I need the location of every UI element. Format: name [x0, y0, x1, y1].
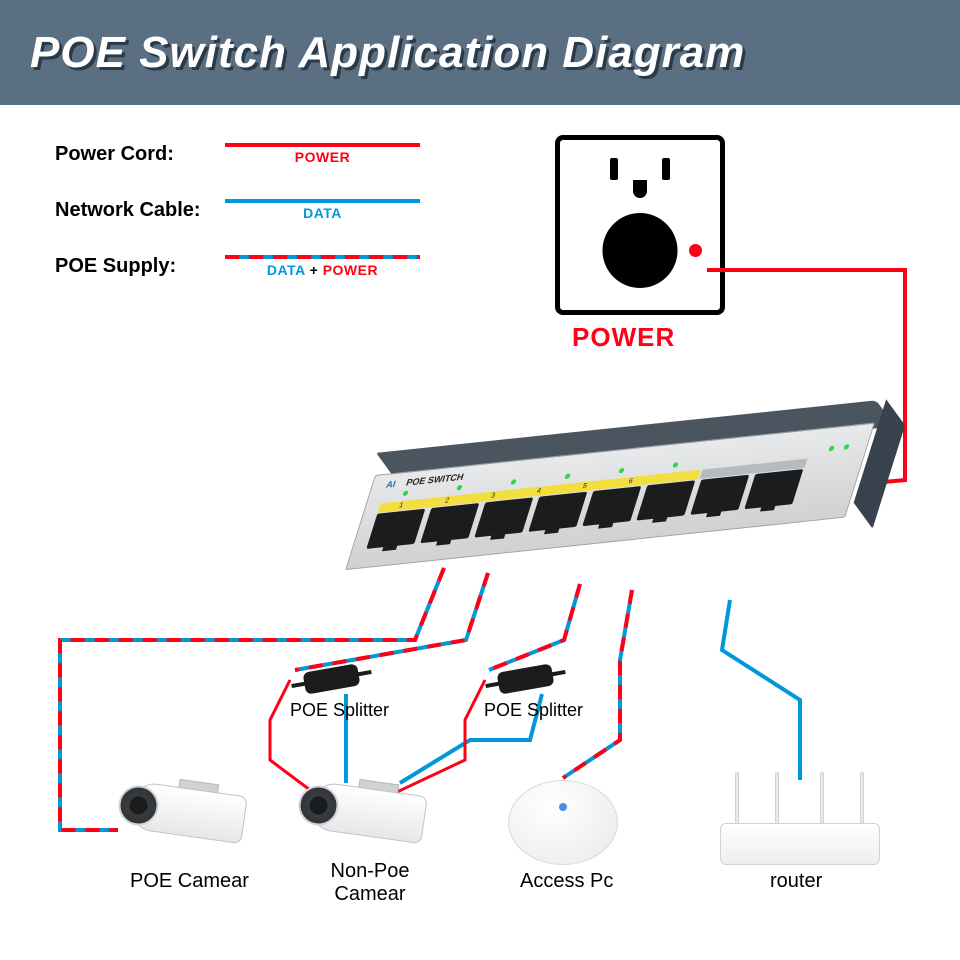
outlet-plug: [603, 213, 678, 288]
splitter-label: POE Splitter: [290, 700, 389, 721]
router-antenna: [820, 772, 824, 827]
legend-line-text-combo: DATA + POWER: [267, 262, 378, 278]
legend-label: Power Cord:: [55, 143, 225, 166]
access-point-icon: [508, 780, 618, 865]
legend-row-power: Power Cord: POWER: [55, 140, 420, 168]
ethernet-port: [582, 486, 641, 526]
pwr-cable-splitter2: [380, 680, 485, 800]
header-bar: POE Switch Application Diagram: [0, 0, 960, 105]
device-label: POE Camear: [130, 870, 249, 893]
device-label: router: [770, 870, 822, 893]
router-antenna: [775, 772, 779, 827]
router-icon: [720, 780, 880, 865]
legend-stroke: [225, 143, 420, 147]
poe-splitter-icon: [497, 663, 555, 694]
outlet-cable-dot: [689, 244, 702, 257]
legend-row-data: Network Cable: DATA: [55, 196, 420, 224]
legend-line-text: POWER: [295, 149, 350, 165]
led-icon: [402, 490, 409, 496]
splitter-label: POE Splitter: [484, 700, 583, 721]
ethernet-port: [366, 509, 425, 549]
poe-cable-4-dash: [563, 590, 632, 778]
outlet-slot: [662, 158, 670, 180]
data-cable-router: [722, 600, 800, 780]
ap-led: [559, 803, 567, 811]
router-antenna: [860, 772, 864, 827]
ethernet-port: [528, 492, 587, 532]
legend-line-data: DATA: [225, 196, 420, 224]
power-outlet-icon: [555, 135, 725, 315]
device-label: Non-Poe Camear: [320, 860, 420, 906]
led-icon: [843, 444, 850, 450]
switch-title: POE SWITCH: [405, 472, 465, 488]
router-body: [720, 823, 880, 865]
poe-cable-4-base: [563, 590, 632, 778]
poe-camera-icon: [116, 771, 254, 853]
ethernet-port: [474, 497, 533, 537]
ethernet-port: [636, 480, 695, 520]
led-icon: [456, 485, 463, 491]
legend-stroke-dashed: [225, 254, 420, 260]
legend-line-poe: DATA + POWER: [225, 252, 420, 280]
page-title: POE Switch Application Diagram: [30, 28, 745, 78]
outlet-ground: [633, 180, 647, 198]
outlet-label: POWER: [572, 322, 675, 353]
legend-label: Network Cable:: [55, 199, 225, 222]
poe-cable-3-dash: [489, 584, 580, 670]
poe-switch-device: AI POE SWITCH 1 2 3 4 5 6: [341, 421, 885, 583]
legend-stroke: [225, 199, 420, 203]
legend-line-power: POWER: [225, 140, 420, 168]
ethernet-port: [690, 475, 749, 515]
poe-cable-2-base: [295, 573, 488, 670]
outlet-slot: [610, 158, 618, 180]
poe-cable-2-dash: [295, 573, 488, 670]
device-label: Access Pc: [520, 870, 613, 893]
legend-row-poe: POE Supply: DATA + POWER: [55, 252, 420, 280]
led-icon: [618, 468, 625, 474]
router-antenna: [735, 772, 739, 827]
legend-line-text: DATA: [303, 205, 342, 221]
poe-splitter-icon: [303, 663, 361, 694]
poe-cable-3-base: [489, 584, 580, 670]
led-icon: [672, 462, 679, 468]
switch-brand: AI: [385, 479, 397, 490]
led-icon: [510, 479, 517, 485]
ethernet-port: [744, 469, 803, 509]
legend-label: POE Supply:: [55, 255, 225, 278]
ethernet-port: [420, 503, 479, 543]
nonpoe-camera-icon: [296, 771, 434, 853]
legend: Power Cord: POWER Network Cable: DATA PO…: [55, 140, 420, 308]
led-icon: [828, 446, 835, 452]
led-icon: [564, 473, 571, 479]
